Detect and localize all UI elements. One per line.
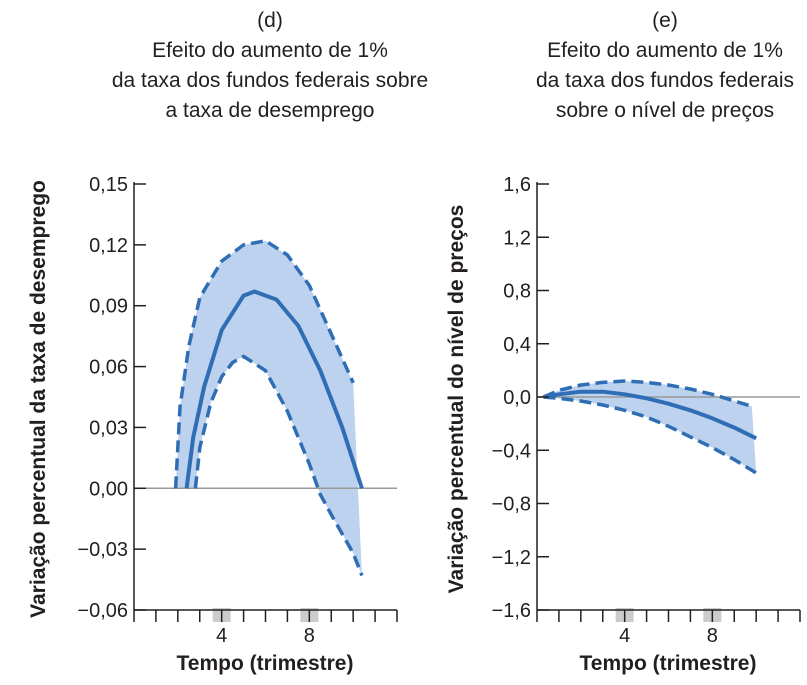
panel-e-title-line-3: sobre o nível de preços [555,99,775,122]
y-tick-label: 0,09 [89,296,128,318]
y-tick-label: −1,6 [492,600,531,622]
panel-d-label: (d) [257,9,283,32]
y-tick-label: −0,06 [77,600,128,622]
panel-e-title-line-1: Efeito do aumento de 1% [547,39,783,62]
series-estimate [543,389,758,441]
series-upper-bound [173,239,355,489]
y-tick-label: −0,8 [492,494,531,516]
panel-d-title-line-2: da taxa dos fundos federais sobre [111,69,429,92]
y-tick-label: 0,03 [89,417,128,439]
x-tick-label: 8 [304,625,315,647]
y-tick-label: 0,06 [89,357,128,379]
confidence-band [543,381,757,473]
x-tick-label: 4 [216,625,227,647]
series-lower-bound [193,354,364,577]
panel-e-title: (e) Efeito do aumento de 1% da taxa dos … [480,6,807,126]
chart-panel-d: −0,06 −0,03 0,00 0,03 0,06 0,09 0,12 0,15 4 8 Temp… [27,174,398,675]
series-estimate [184,289,364,489]
panel-d-title-line-3: a taxa de desemprego [165,99,375,122]
y-tick-label: 0,4 [503,334,531,356]
y-tick-label: −0,03 [77,539,128,561]
y-tick-label: 1,2 [503,227,531,249]
y-tick-label: −0,4 [492,440,531,462]
y-tick-label: −1,2 [492,547,531,569]
y-tick-label: 0,8 [503,281,531,303]
panel-d-title-line-1: Efeito do aumento de 1% [152,39,388,62]
x-tick-label: 8 [707,625,718,647]
confidence-band [175,240,362,576]
panel-d-title: (d) Efeito do aumento de 1% da taxa dos … [60,6,480,126]
y-tick-label: 0,15 [89,174,128,196]
y-tick-label: 0,0 [503,387,531,409]
x-axis-title: Tempo (trimestre) [580,652,757,675]
y-tick-label: 0,00 [89,478,128,500]
series-lower-bound [543,395,758,475]
y-tick-label: 0,12 [89,235,128,257]
y-tick-label: 1,6 [503,174,531,196]
x-axis-title: Tempo (trimestre) [177,652,354,675]
panel-e-label: (e) [652,9,678,32]
chart-panel-e: −1,6 −1,2 −0,8 −0,4 0,0 0,4 0,8 1,2 1,6 4 8 Tempo (… [445,174,801,675]
y-axis-title: Variação percentual do nível de preços [445,205,468,594]
y-axis-title: Variação percentual da taxa de desempreg… [27,180,50,618]
panel-e-title-line-2: da taxa dos fundos federais [535,69,794,92]
x-tick-label: 4 [619,625,630,647]
